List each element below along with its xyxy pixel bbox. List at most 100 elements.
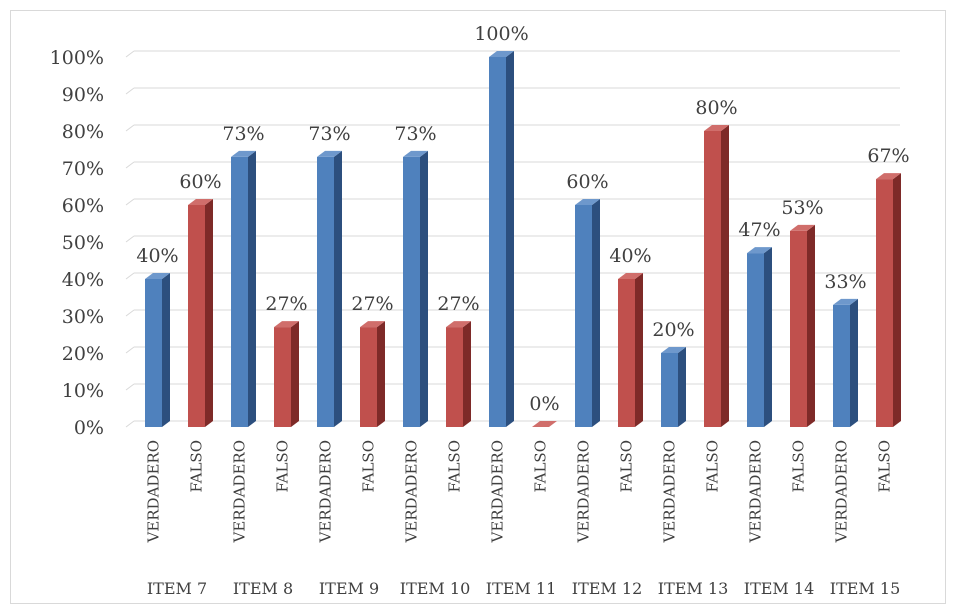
bar-front <box>446 327 463 427</box>
gridline-depth <box>125 50 135 58</box>
category-label: FALSO <box>618 440 636 492</box>
bar-side <box>205 199 213 427</box>
y-tick-label: 0% <box>74 417 104 439</box>
data-label: 100% <box>474 23 528 45</box>
data-label: 73% <box>222 123 264 145</box>
bar-side <box>420 150 428 427</box>
category-label: FALSO <box>876 440 894 492</box>
bar-top <box>403 150 428 157</box>
gridline-depth <box>125 235 135 243</box>
bar-top <box>532 421 557 427</box>
y-tick-label: 40% <box>62 269 104 291</box>
category-label: FALSO <box>532 440 550 492</box>
data-label: 60% <box>566 171 608 193</box>
bar-top <box>876 173 901 180</box>
bar-front <box>274 327 291 427</box>
bar-top <box>360 321 385 328</box>
y-tick-label: 70% <box>62 158 104 180</box>
data-label: 40% <box>136 245 178 267</box>
category-label: FALSO <box>188 440 206 492</box>
category-label: FALSO <box>446 440 464 492</box>
bar-top <box>317 150 342 157</box>
gridline-depth <box>125 87 135 95</box>
bar-top <box>231 150 256 157</box>
data-label: 47% <box>738 219 780 241</box>
bar-front <box>747 253 764 427</box>
bar-front <box>360 327 377 427</box>
category-label: VERDADERO <box>403 440 421 544</box>
bar-side <box>635 273 643 427</box>
bar-side <box>162 273 170 427</box>
category-label: VERDADERO <box>145 440 163 544</box>
category-label: FALSO <box>274 440 292 492</box>
bar-side <box>377 321 385 427</box>
bar-top <box>274 321 299 328</box>
group-label: ITEM 11 <box>486 579 557 598</box>
group-label: ITEM 15 <box>830 579 901 598</box>
data-label: 27% <box>265 293 307 315</box>
y-tick-label: 10% <box>62 380 104 402</box>
bar-side <box>463 321 471 427</box>
gridline-depth <box>125 272 135 280</box>
category-label: VERDADERO <box>747 440 765 544</box>
y-tick-label: 100% <box>50 47 104 69</box>
bar-side <box>334 150 342 427</box>
gridline-depth <box>125 161 135 169</box>
group-label: ITEM 14 <box>744 579 815 598</box>
bar-side <box>506 51 514 427</box>
y-tick-label: 60% <box>62 195 104 217</box>
data-label: 67% <box>867 145 909 167</box>
bar-front <box>661 353 678 427</box>
bar-side <box>592 199 600 427</box>
bar-front <box>876 179 893 427</box>
category-label: VERDADERO <box>231 440 249 544</box>
y-tick-label: 90% <box>62 84 104 106</box>
category-label: FALSO <box>790 440 808 492</box>
data-label: 53% <box>781 197 823 219</box>
gridline-depth <box>125 124 135 132</box>
y-tick-label: 30% <box>62 306 104 328</box>
bar-side <box>850 298 858 427</box>
bar-front <box>618 279 635 427</box>
category-label: FALSO <box>704 440 722 492</box>
data-label: 27% <box>351 293 393 315</box>
gridline-depth <box>125 198 135 206</box>
data-label: 73% <box>394 123 436 145</box>
bar-side <box>678 347 686 427</box>
data-label: 40% <box>609 245 651 267</box>
bar-side <box>721 125 729 427</box>
bar-front <box>575 205 592 427</box>
bar-front <box>489 57 506 427</box>
bar-front <box>704 131 721 427</box>
data-label: 80% <box>695 97 737 119</box>
bar-top <box>704 125 729 131</box>
bar-top <box>489 51 514 57</box>
group-label: ITEM 7 <box>147 579 207 598</box>
category-label: VERDADERO <box>833 440 851 544</box>
bar-side <box>764 247 772 427</box>
data-label: 27% <box>437 293 479 315</box>
bar-front <box>833 304 850 427</box>
gridline-depth <box>125 420 135 428</box>
group-label: ITEM 10 <box>400 579 471 598</box>
gridline-depth <box>125 309 135 317</box>
category-label: VERDADERO <box>575 440 593 544</box>
group-label: ITEM 9 <box>319 579 379 598</box>
bar-front <box>231 156 248 427</box>
category-label: VERDADERO <box>489 440 507 544</box>
group-label: ITEM 12 <box>572 579 643 598</box>
gridline-depth <box>125 346 135 354</box>
y-tick-label: 80% <box>62 121 104 143</box>
bar-front <box>317 156 334 427</box>
bar-top <box>188 199 213 205</box>
category-label: VERDADERO <box>661 440 679 544</box>
bar-front <box>188 205 205 427</box>
bar-top <box>661 347 686 353</box>
bar-front <box>145 279 162 427</box>
bar-top <box>833 298 858 305</box>
bar-top <box>747 247 772 254</box>
bar-top <box>618 273 643 279</box>
bar-side <box>248 150 256 427</box>
bar-side <box>807 224 815 427</box>
